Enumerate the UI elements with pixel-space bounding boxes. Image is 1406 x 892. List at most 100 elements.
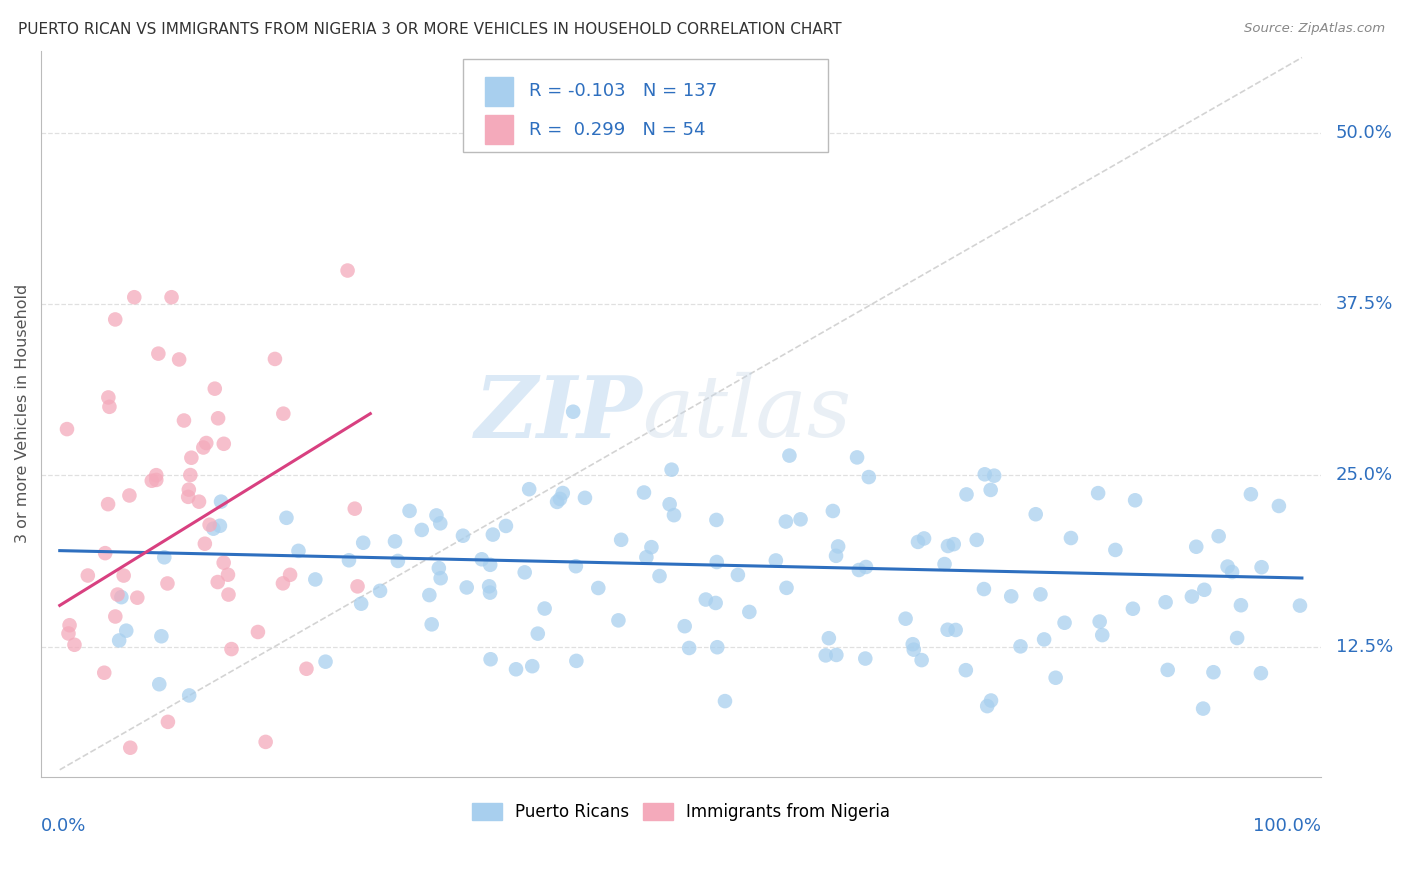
- Point: [112, 568, 135, 582]
- Point: [207, 411, 229, 425]
- Text: 100.0%: 100.0%: [1253, 816, 1320, 835]
- Point: [706, 555, 728, 569]
- Point: [640, 540, 662, 554]
- Point: [479, 652, 502, 666]
- Point: [526, 626, 548, 640]
- Point: [973, 582, 995, 596]
- Bar: [485, 115, 513, 145]
- Point: [198, 517, 221, 532]
- Point: [814, 648, 837, 663]
- Point: [58, 618, 80, 632]
- Point: [287, 544, 309, 558]
- Point: [980, 483, 1002, 497]
- Point: [1289, 599, 1312, 613]
- Point: [425, 508, 447, 523]
- Point: [976, 699, 998, 714]
- Point: [471, 552, 494, 566]
- Point: [546, 495, 568, 509]
- Point: [775, 515, 797, 529]
- Point: [778, 449, 800, 463]
- Point: [315, 655, 337, 669]
- Point: [141, 474, 163, 488]
- Point: [825, 549, 848, 563]
- Point: [903, 642, 925, 657]
- Point: [195, 436, 218, 450]
- Point: [98, 400, 121, 414]
- Point: [551, 486, 574, 500]
- Point: [368, 583, 391, 598]
- Point: [207, 575, 229, 590]
- Point: [825, 648, 848, 662]
- Point: [495, 519, 517, 533]
- Point: [610, 533, 633, 547]
- Point: [574, 491, 596, 505]
- Point: [148, 677, 170, 691]
- Point: [980, 693, 1002, 707]
- Point: [1045, 671, 1067, 685]
- Point: [1240, 487, 1263, 501]
- Point: [208, 518, 231, 533]
- Point: [1157, 663, 1180, 677]
- Point: [118, 488, 141, 502]
- Point: [350, 597, 373, 611]
- Point: [212, 437, 235, 451]
- Point: [1025, 507, 1047, 521]
- Point: [706, 513, 728, 527]
- Point: [420, 617, 443, 632]
- Point: [108, 633, 131, 648]
- Point: [304, 573, 326, 587]
- Point: [1104, 543, 1126, 558]
- Point: [973, 467, 995, 482]
- Point: [548, 491, 571, 506]
- Y-axis label: 3 or more Vehicles in Household: 3 or more Vehicles in Household: [15, 284, 30, 543]
- Point: [273, 407, 295, 421]
- Point: [517, 482, 540, 496]
- Point: [706, 640, 728, 655]
- Point: [945, 623, 967, 637]
- Point: [846, 450, 869, 465]
- Point: [661, 463, 683, 477]
- Point: [221, 642, 243, 657]
- Point: [1192, 701, 1215, 715]
- Point: [1202, 665, 1225, 680]
- Point: [607, 613, 630, 627]
- Point: [848, 563, 870, 577]
- Point: [513, 566, 536, 580]
- Point: [648, 569, 671, 583]
- Point: [194, 537, 217, 551]
- Point: [562, 405, 585, 419]
- Point: [478, 579, 501, 593]
- Point: [1216, 559, 1239, 574]
- Point: [955, 663, 977, 677]
- Point: [153, 550, 176, 565]
- Legend: Puerto Ricans, Immigrants from Nigeria: Puerto Ricans, Immigrants from Nigeria: [465, 797, 897, 828]
- Point: [827, 540, 849, 554]
- Point: [336, 263, 359, 277]
- Point: [107, 588, 129, 602]
- Point: [456, 581, 478, 595]
- Point: [398, 504, 420, 518]
- Point: [156, 576, 179, 591]
- Point: [1000, 589, 1022, 603]
- Point: [387, 554, 409, 568]
- FancyBboxPatch shape: [464, 60, 828, 153]
- Point: [217, 567, 239, 582]
- Point: [1268, 499, 1291, 513]
- Text: R =  0.299   N = 54: R = 0.299 N = 54: [529, 120, 704, 139]
- Point: [1185, 540, 1208, 554]
- Point: [254, 735, 277, 749]
- Point: [1029, 587, 1052, 601]
- Text: Source: ZipAtlas.com: Source: ZipAtlas.com: [1244, 22, 1385, 36]
- Point: [1033, 632, 1056, 647]
- Text: 0.0%: 0.0%: [41, 816, 87, 835]
- Point: [934, 557, 956, 571]
- Point: [910, 653, 932, 667]
- Point: [276, 511, 298, 525]
- Text: 50.0%: 50.0%: [1336, 124, 1393, 142]
- Point: [936, 539, 959, 553]
- Point: [427, 561, 450, 575]
- Point: [145, 468, 167, 483]
- Point: [853, 651, 876, 665]
- Point: [58, 626, 80, 640]
- Point: [429, 516, 451, 531]
